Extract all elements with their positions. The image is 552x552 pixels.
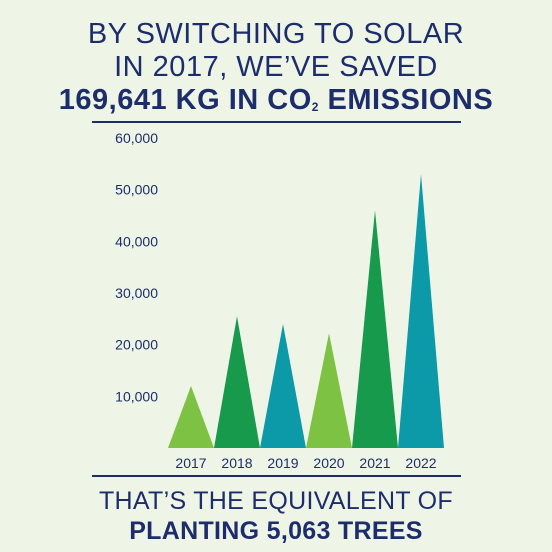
- bar-2018: [214, 316, 260, 448]
- bar-2020: [306, 333, 352, 448]
- headline-emissions: EMISSIONS: [318, 84, 494, 116]
- headline-line-3: 169,641 KG IN CO2 EMISSIONS: [0, 84, 552, 124]
- x-tick-label: 2018: [221, 455, 252, 471]
- y-tick-label: 30,000: [115, 285, 158, 301]
- y-tick-label: 60,000: [115, 130, 158, 146]
- headline-amount: 169,641 KG IN CO: [58, 84, 312, 116]
- y-tick-label: 20,000: [115, 337, 158, 353]
- footer-line-2: PLANTING 5,063 TREES: [129, 517, 423, 545]
- headline-line-2: IN 2017, WE’VE SAVED: [114, 51, 438, 83]
- headline-line-1: BY SWITCHING TO SOLAR: [87, 18, 465, 50]
- x-tick-label: 2021: [359, 455, 390, 471]
- bottom-divider: [92, 475, 461, 477]
- y-tick-label: 10,000: [115, 388, 158, 404]
- footer-line-1: THAT’S THE EQUIVALENT OF: [98, 487, 453, 515]
- x-tick-label: 2017: [175, 455, 206, 471]
- co2-subscript: 2: [311, 100, 319, 114]
- footer-text: THAT’S THE EQUIVALENT OF PLANTING 5,063 …: [0, 486, 552, 546]
- x-tick-label: 2022: [405, 455, 436, 471]
- top-divider: [92, 121, 461, 123]
- bar-2021: [352, 210, 398, 448]
- bar-2022: [398, 174, 444, 448]
- bar-2019: [260, 324, 306, 448]
- y-tick-label: 50,000: [115, 182, 158, 198]
- x-tick-label: 2020: [313, 455, 344, 471]
- x-tick-label: 2019: [267, 455, 298, 471]
- headline: BY SWITCHING TO SOLAR IN 2017, WE’VE SAV…: [0, 18, 552, 124]
- y-tick-label: 40,000: [115, 233, 158, 249]
- bar-2017: [168, 386, 214, 448]
